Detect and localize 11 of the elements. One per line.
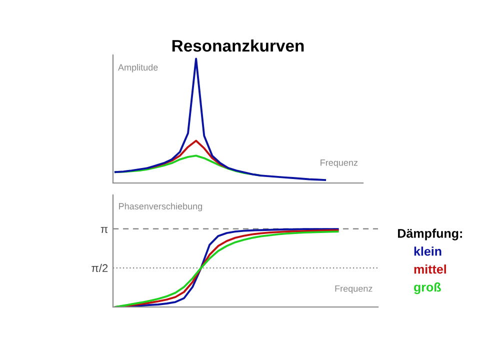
y-axis-title: Phasenverschiebung xyxy=(119,202,202,212)
y-tick-label: π xyxy=(100,226,108,233)
y-axis-title: Amplitude xyxy=(118,64,158,72)
y-tick-label: π/2 xyxy=(92,264,108,272)
text: klein xyxy=(414,246,442,256)
x-axis-title: Frequenz xyxy=(335,285,372,294)
text: mittel xyxy=(414,264,446,274)
x-axis-title: Frequenz xyxy=(320,160,358,168)
text: groß xyxy=(414,282,441,294)
chart-title: Resonanzkurven xyxy=(172,39,304,52)
legend-title: Dämpfung: xyxy=(398,228,462,240)
